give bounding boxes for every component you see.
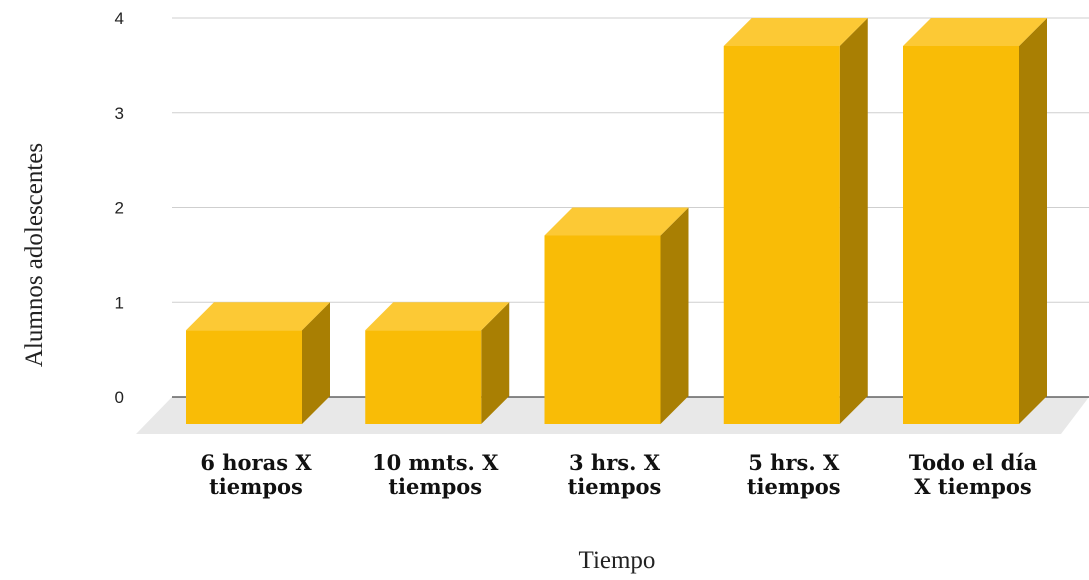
y-axis-title: Alumnos adolescentes: [21, 143, 48, 367]
x-tick-label-line: tiempos: [568, 474, 662, 499]
bar: [365, 302, 510, 424]
bar-side: [1019, 18, 1047, 424]
y-tick-label: 3: [115, 104, 124, 123]
bar-top: [365, 302, 510, 331]
bar: [903, 18, 1047, 424]
y-tick-label: 2: [115, 199, 124, 218]
x-tick-label-line: tiempos: [388, 474, 482, 499]
bar-front: [186, 330, 302, 424]
bar: [186, 302, 330, 424]
x-tick-label-line: X tiempos: [914, 474, 1031, 499]
bar-top: [903, 18, 1047, 46]
x-tick-label-line: Todo el día: [909, 450, 1038, 475]
x-tick-label-line: tiempos: [209, 474, 303, 499]
x-tick-label-line: tiempos: [747, 474, 841, 499]
y-tick-label: 4: [115, 9, 124, 28]
bar-top: [544, 207, 689, 236]
bar: [544, 207, 689, 424]
bar-side: [660, 207, 689, 424]
x-tick-label-line: 3 hrs. X: [569, 450, 661, 475]
y-tick-label: 1: [115, 293, 124, 312]
y-tick-label: 0: [115, 388, 124, 407]
bar: [723, 18, 868, 424]
x-tick-label: Todo el día X tiempos: [909, 450, 1038, 499]
bar-front: [903, 46, 1019, 424]
bar-front: [723, 46, 840, 424]
bar-top: [723, 18, 868, 46]
bar-side: [481, 302, 510, 424]
bar-side: [302, 302, 330, 424]
bar-top: [186, 302, 330, 331]
x-tick-label-line: 5 hrs. X: [748, 450, 840, 475]
bars: [186, 18, 1047, 424]
bar-side: [839, 18, 868, 424]
x-axis-title: Tiempo: [579, 547, 656, 574]
bar-front: [365, 330, 482, 424]
x-tick-label-line: 6 horas X: [200, 450, 312, 475]
x-tick-label-line: 10 mnts. X: [372, 450, 499, 475]
y-axis-ticks: 0 1 2 3 4: [115, 9, 124, 407]
bar-front: [544, 235, 661, 424]
